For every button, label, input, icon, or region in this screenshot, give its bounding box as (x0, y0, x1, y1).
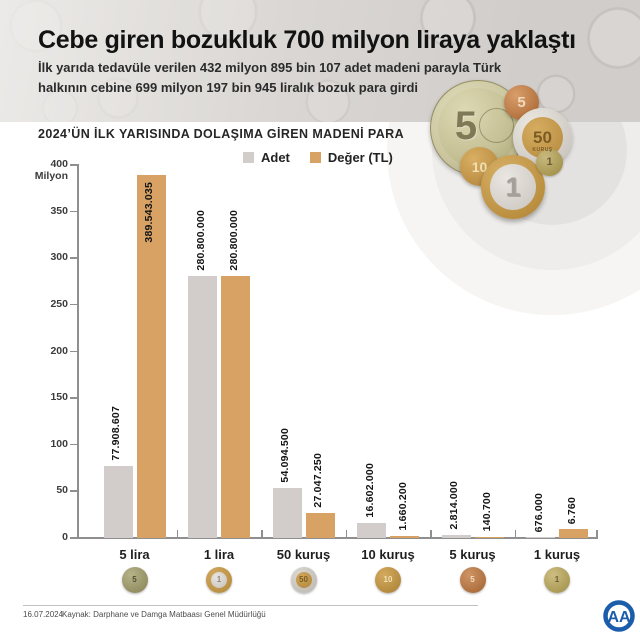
x-tick (176, 530, 179, 537)
subtitle-line-2: halkının cebine 699 milyon 197 bin 945 l… (38, 80, 419, 95)
y-tick (70, 257, 77, 259)
coin-50-kurus-icon: 50 (290, 567, 317, 593)
x-tick (514, 530, 517, 537)
value-label-deger-5-lira: 389.543.035 (143, 182, 155, 243)
coin-face-value: 1 (505, 171, 521, 202)
y-tick (70, 490, 77, 492)
coin-1-lira-icon: 1 (206, 567, 232, 593)
y-tick-label: 200 (50, 344, 68, 357)
bar-adet-5-kuruş (441, 535, 471, 538)
bar-adet-10-kuruş (357, 523, 386, 538)
subtitle: İlk yarıda tedavüle verilen 432 milyon 8… (38, 58, 501, 98)
coin-face-value: 5 (517, 94, 526, 111)
coin-face-value: 1 (554, 575, 560, 584)
legend-item-deger: Değer (TL) (309, 150, 393, 165)
x-tick (261, 530, 263, 537)
coin-5-kurus-icon: 5 (459, 567, 486, 593)
value-label-deger-50-kuruş: 27.047.250 (312, 453, 324, 508)
bar-chart-plot: 77.908.607 389.543.035 280.800.000 280.800.… (78, 165, 597, 538)
bar-deger-1-lira (221, 276, 250, 538)
legend-item-adet: Adet (243, 150, 290, 165)
bar-deger-50-kuruş (305, 513, 335, 538)
legend-label-adet: Adet (261, 150, 290, 165)
footer-divider (23, 605, 478, 606)
value-label-adet-5-kuruş: 2.814.000 (448, 481, 460, 530)
footer-date: 16.07.2024 (23, 610, 64, 619)
bar-adet-5-lira (103, 466, 133, 538)
y-tick-label: 100 (50, 437, 68, 450)
coin-face-value: 1 (216, 575, 222, 584)
bar-adet-1-lira (188, 276, 217, 538)
category-label-5-lira: 5 lira (119, 547, 150, 562)
coin-face-value: 10 (383, 575, 393, 584)
value-label-adet-1-kuruş: 676.000 (532, 492, 545, 532)
coin-10-kurus-icon: 10 (375, 567, 401, 593)
x-tick (345, 530, 348, 537)
legend-label-deger: Değer (TL) (327, 150, 393, 165)
coin-kurus-text: KURUŞ (532, 147, 553, 153)
category-label-10-kuruş: 10 kuruş (361, 547, 415, 562)
y-tick-label: 150 (50, 391, 68, 404)
y-axis-line (77, 164, 79, 539)
y-tick (70, 537, 77, 539)
value-label-adet-50-kuruş: 54.094.500 (279, 428, 291, 483)
value-label-deger-10-kuruş: 1.660.200 (396, 482, 409, 531)
value-label-adet-5-lira: 77.908.607 (110, 406, 122, 461)
coin-1-kurus-photo: 1 (536, 149, 563, 176)
x-tick (596, 530, 598, 537)
subtitle-line-1: İlk yarıda tedavüle verilen 432 milyon 8… (38, 60, 502, 75)
coin-1-lira-photo: 1 (481, 155, 545, 219)
category-label-5-kuruş: 5 kuruş (449, 547, 496, 562)
y-tick-label: 250 (50, 297, 68, 310)
coin-face-value: 10 (471, 158, 488, 175)
coin-5-lira-icon: 5 (121, 567, 148, 593)
legend-swatch-deger (309, 152, 321, 163)
y-tick-label: 50 (56, 484, 68, 497)
y-tick (70, 350, 77, 352)
bar-adet-50-kuruş (272, 488, 302, 538)
aa-logo-text: AA (607, 609, 631, 626)
page-title: Cebe giren bozukluk 700 milyon liraya ya… (38, 26, 576, 54)
y-tick-label: 300 (50, 251, 68, 264)
bar-adet-1-kuruş (526, 537, 555, 538)
coin-face-value: 50 (299, 575, 308, 584)
bar-deger-1-kuruş (559, 529, 588, 538)
y-tick (70, 210, 77, 213)
coin-face-value: 5 (132, 575, 137, 584)
category-label-1-kuruş: 1 kuruş (533, 547, 581, 562)
bar-deger-5-kuruş (474, 536, 504, 538)
bar-deger-5-lira (136, 175, 166, 538)
coin-face-value: 5 (470, 575, 475, 584)
legend-swatch-adet (243, 152, 254, 163)
category-label-1-lira: 1 lira (203, 547, 235, 562)
value-label-deger-1-lira: 280.800.000 (227, 210, 240, 271)
bar-deger-10-kuruş (390, 536, 419, 538)
y-tick (70, 164, 77, 166)
chart-legend: Adet Değer (TL) (243, 150, 393, 165)
y-tick (70, 443, 77, 446)
y-tick-label: 350 (50, 204, 68, 217)
value-label-deger-5-kuruş: 140.700 (481, 492, 493, 532)
y-tick (70, 303, 77, 306)
y-tick (70, 397, 77, 399)
category-label-50-kuruş: 50 kuruş (276, 547, 331, 562)
y-axis-unit-label: Milyon (34, 170, 68, 182)
chart-title: 2024’ÜN İLK YARISINDA DOLAŞIMA GİREN MAD… (38, 127, 405, 141)
y-tick-label: 0 (62, 531, 68, 543)
coin-face-value: 50 (533, 128, 552, 147)
footer-source: Kaynak: Darphane ve Damga Matbaası Genel… (62, 610, 266, 619)
y-tick-label: 400 (50, 158, 68, 170)
coin-face-value: 5 (454, 104, 478, 148)
coin-1-kurus-icon: 1 (544, 567, 570, 593)
header-banner: Cebe giren bozukluk 700 milyon liraya ya… (0, 0, 640, 122)
value-label-adet-10-kuruş: 16.602.000 (363, 463, 376, 518)
value-label-adet-1-lira: 280.800.000 (194, 210, 207, 271)
coin-face-value: 1 (546, 156, 553, 168)
x-axis-line (77, 537, 598, 539)
aa-agency-logo: AA (603, 600, 635, 632)
x-tick (430, 530, 432, 537)
value-label-deger-1-kuruş: 6.760 (565, 496, 578, 524)
